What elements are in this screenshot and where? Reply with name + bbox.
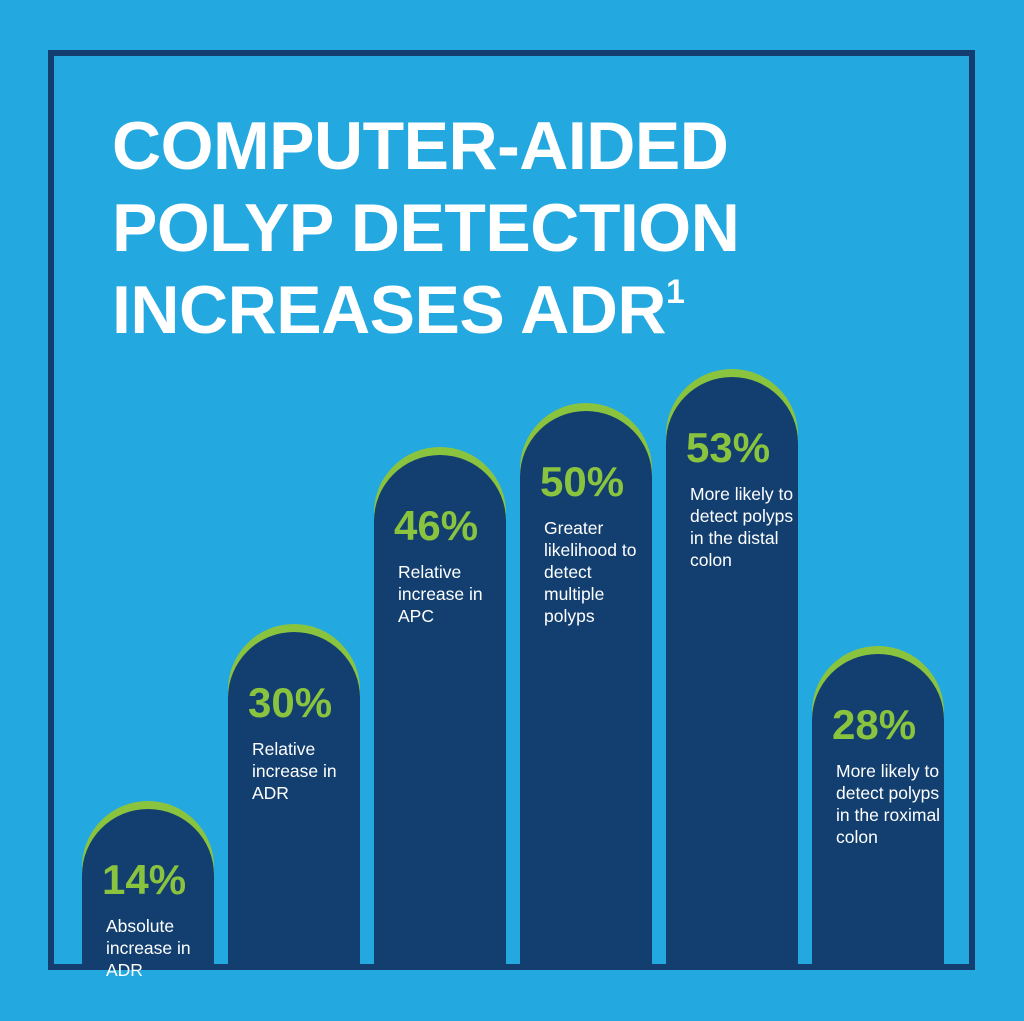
- bar-value-label: 50%: [540, 457, 625, 505]
- bar-value-label: 28%: [832, 701, 917, 749]
- bar-value-label: 53%: [686, 424, 771, 472]
- bar-category-label: Absolute increase in ADR: [106, 916, 191, 981]
- bar-2: 30% Relative increase in ADR: [228, 632, 360, 964]
- bar-3: 46% Relative increase in APC: [374, 454, 506, 964]
- chart-title: COMPUTER-AIDED POLYP DETECTION INCREASES…: [112, 105, 932, 363]
- bar-category-label: Relative increase in ADR: [252, 739, 337, 803]
- bar-category-label: More likely to detect polyps in the dist…: [690, 484, 794, 571]
- bar-category-label: Relative increase in APC: [398, 561, 483, 626]
- chart-frame: [48, 50, 975, 970]
- bar-category-label: More likely to detect polyps in the roxi…: [836, 761, 941, 848]
- bar-4: 50% Greater likelihood to detect multiple…: [520, 410, 652, 964]
- bar-value-label: 46%: [394, 501, 479, 549]
- title-line-1: COMPUTER-AIDED: [112, 108, 729, 184]
- bar-value-label: 30%: [248, 679, 333, 726]
- title-line-2: POLYP DETECTION: [112, 190, 740, 266]
- bar-5: 53% More likely to detect polyps in the d…: [666, 377, 798, 964]
- title-footnote-marker: 1: [665, 273, 685, 311]
- bar-1: 14% Absolute increase in ADR: [82, 809, 214, 980]
- title-line-3-text: INCREASES ADR: [112, 272, 666, 348]
- bar-value-label: 14%: [102, 856, 187, 904]
- bar-category-label: Greater likelihood to detect multiple po…: [544, 517, 637, 626]
- bar-6: 28% More likely to detect polyps in the r…: [812, 654, 944, 964]
- title-line-3: INCREASES ADR1: [112, 269, 932, 363]
